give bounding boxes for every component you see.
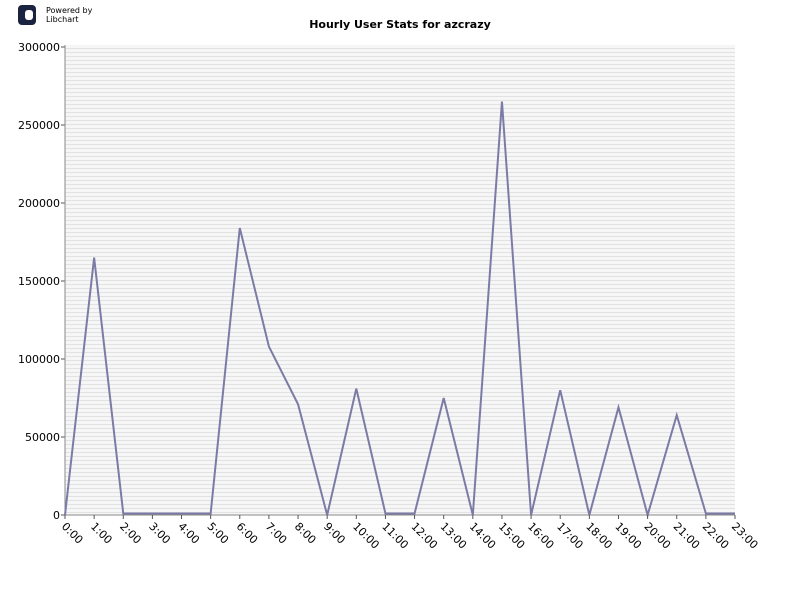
x-tick-label: 9:00: [321, 520, 348, 547]
x-tick-label: 21:00: [671, 520, 703, 552]
y-tick-label: 150000: [18, 275, 60, 288]
x-tick-label: 8:00: [292, 520, 319, 547]
logo-icon-inner: [25, 10, 33, 20]
x-tick-label: 18:00: [583, 520, 615, 552]
x-tick-label: 6:00: [234, 520, 261, 547]
plot-background: [65, 45, 735, 515]
x-tick-label: 2:00: [117, 520, 144, 547]
x-tick-label: 1:00: [88, 520, 115, 547]
logo-text: Libchart: [46, 15, 79, 24]
y-tick-label: 300000: [18, 41, 60, 54]
logo-text: Powered by: [46, 6, 93, 15]
x-tick-label: 23:00: [729, 520, 761, 552]
x-tick-label: 5:00: [205, 520, 232, 547]
y-tick-label: 0: [53, 509, 60, 522]
y-tick-label: 200000: [18, 197, 60, 210]
chart-title: Hourly User Stats for azcrazy: [309, 18, 491, 31]
y-tick-label: 250000: [18, 119, 60, 132]
x-tick-label: 14:00: [467, 520, 499, 552]
y-tick-label: 100000: [18, 353, 60, 366]
x-tick-label: 12:00: [408, 520, 440, 552]
x-tick-label: 16:00: [525, 520, 557, 552]
x-tick-label: 20:00: [641, 520, 673, 552]
x-tick-label: 15:00: [496, 520, 528, 552]
x-tick-label: 13:00: [438, 520, 470, 552]
x-tick-label: 7:00: [263, 520, 290, 547]
x-tick-label: 11:00: [379, 520, 411, 552]
logo: Powered by Libchart: [18, 5, 93, 25]
line-series: [64, 101, 735, 519]
x-tick-label: 0:00: [59, 520, 86, 547]
x-tick-label: 3:00: [146, 520, 173, 547]
x-tick-label: 22:00: [700, 520, 732, 552]
x-tick-label: 10:00: [350, 520, 382, 552]
x-tick-label: 19:00: [612, 520, 644, 552]
x-tick-label: 4:00: [175, 520, 202, 547]
y-tick-label: 50000: [25, 431, 60, 444]
x-tick-label: 17:00: [554, 520, 586, 552]
